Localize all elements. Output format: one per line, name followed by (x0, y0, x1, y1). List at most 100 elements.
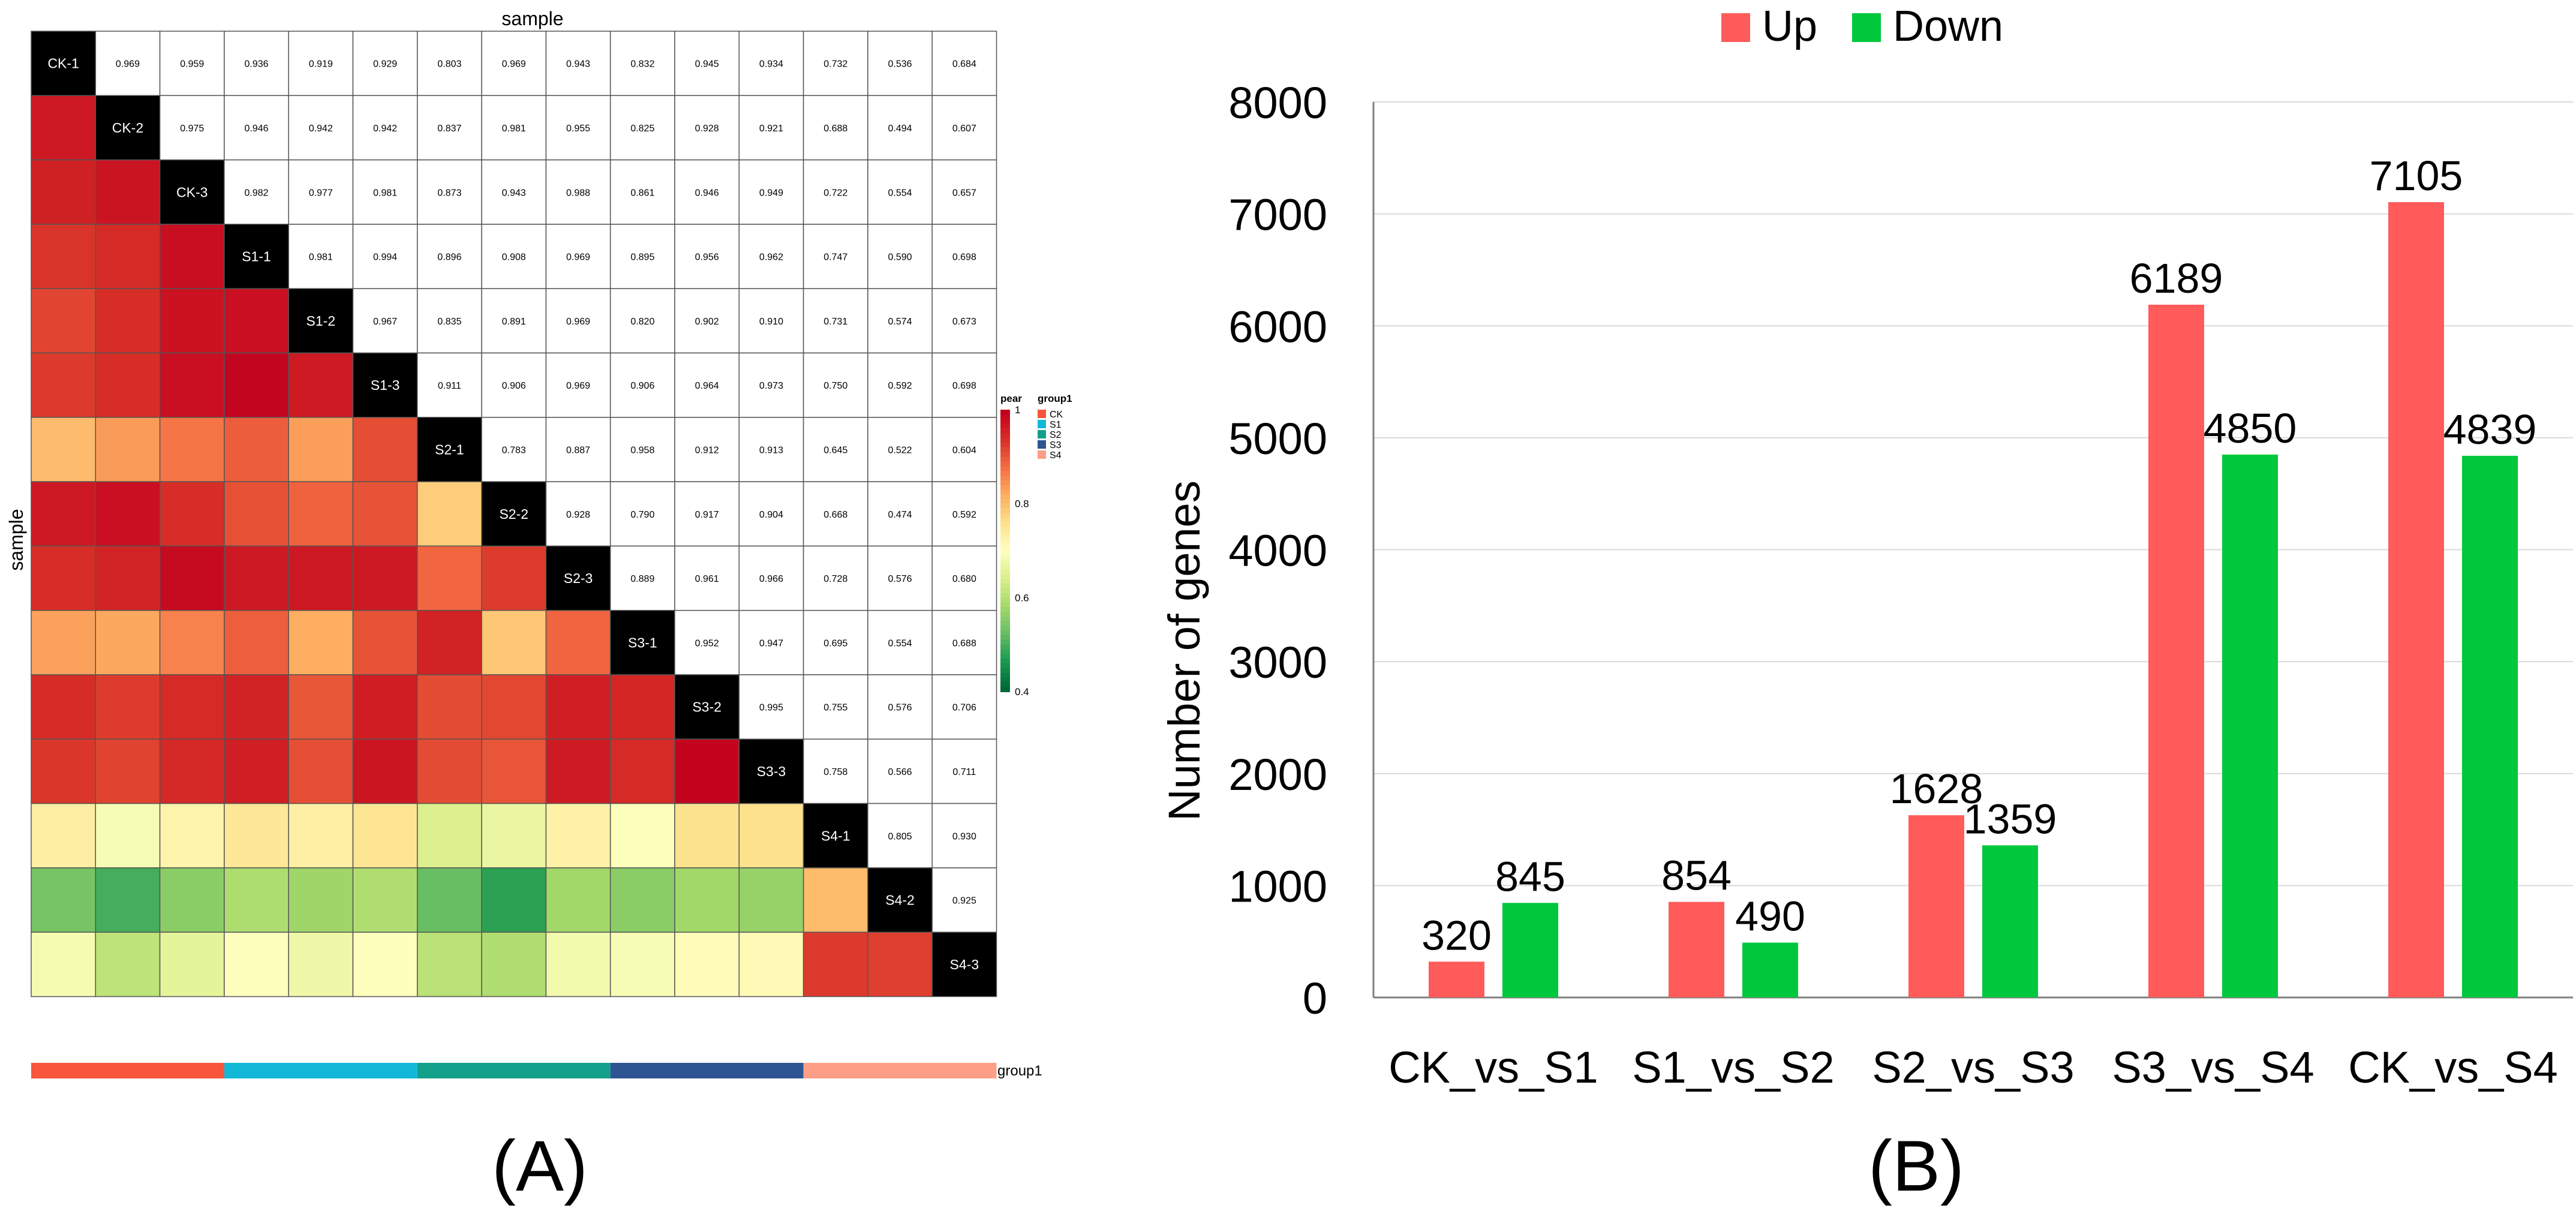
heatmap-value-label: 0.943 (502, 188, 526, 198)
bar-value-label: 6189 (2130, 255, 2223, 302)
heatmap-cell (417, 481, 482, 547)
heatmap-cell (931, 931, 997, 997)
heatmap-cell (288, 95, 354, 161)
heatmap-cell (417, 352, 482, 418)
heatmap-value-label: 0.955 (566, 124, 590, 134)
heatmap-cell (802, 545, 868, 611)
heatmap-value-label: 0.680 (952, 574, 976, 584)
heatmap-cell (738, 545, 804, 611)
heatmap-cell (224, 545, 289, 611)
heatmap-cell (609, 224, 675, 289)
heatmap-cell (738, 352, 804, 418)
heatmap-value-label: 0.946 (245, 124, 269, 134)
heatmap-diagonal-label: CK-1 (47, 56, 79, 71)
color-scale-step (1000, 480, 1010, 486)
heatmap-cell (738, 224, 804, 289)
heatmap-cell (931, 417, 997, 482)
x-tick-label: S3_vs_S4 (2112, 1042, 2314, 1092)
bar-gridlines (1372, 101, 2573, 999)
color-scale-tick: 0.6 (1015, 592, 1029, 603)
heatmap-cell (95, 224, 161, 289)
color-scale-step (1000, 677, 1010, 683)
heatmap-value-label: 0.673 (952, 317, 976, 327)
heatmap-cell (931, 738, 997, 804)
bar-y-axis-label: Number of genes (1159, 480, 1209, 821)
heatmap-cell (95, 674, 161, 740)
group-legend-swatch (1038, 420, 1046, 428)
heatmap-cell (867, 95, 933, 161)
heatmap-cell (867, 417, 933, 482)
heatmap-diagonal-label: CK-3 (176, 184, 208, 200)
heatmap-value-label: 0.913 (759, 445, 783, 455)
heatmap-value-label: 0.958 (630, 445, 654, 455)
heatmap-cell (545, 931, 611, 997)
heatmap-cell (159, 867, 225, 933)
color-scale-step (1000, 503, 1010, 509)
heatmap-value-label: 0.645 (823, 445, 847, 455)
heatmap-cell (481, 224, 547, 289)
heatmap-value-label: 0.946 (695, 188, 719, 198)
heatmap-cell (159, 224, 225, 289)
heatmap-cell (738, 417, 804, 482)
heatmap-value-label: 0.906 (502, 381, 526, 391)
heatmap-cell (738, 931, 804, 997)
group-bar-segment (224, 1063, 417, 1078)
heatmap-value-label: 0.962 (759, 253, 783, 263)
heatmap-grid: CK-1 0.969 0.959 0.936 0.919 0.929 0.803 0.969 0… (31, 31, 997, 997)
heatmap-cell (417, 867, 482, 933)
heatmap-value-label: 0.536 (888, 59, 912, 70)
heatmap-value-label: 0.969 (116, 59, 140, 70)
heatmap-value-label: 0.891 (502, 317, 526, 327)
y-tick-label: 3000 (1228, 638, 1327, 687)
heatmap-cell (95, 31, 161, 97)
heatmap-diagonal-label: S4-1 (821, 828, 850, 843)
heatmap-cell (545, 159, 611, 225)
heatmap-cell (95, 352, 161, 418)
heatmap-cell (545, 352, 611, 418)
bar-up (2388, 202, 2444, 997)
group-annotation-bar (31, 1063, 997, 1078)
heatmap-cell (417, 931, 482, 997)
heatmap-cell (802, 159, 868, 225)
bar-up (1669, 902, 1724, 997)
heatmap-value-label: 0.522 (888, 445, 912, 455)
heatmap-cell (481, 674, 547, 740)
heatmap-value-label: 0.908 (502, 253, 526, 263)
color-scale-step (1000, 522, 1010, 528)
color-scale-step (1000, 583, 1010, 589)
heatmap-cell (609, 481, 675, 547)
heatmap-value-label: 0.688 (952, 638, 976, 648)
bar-value-label: 1628 (1890, 765, 1983, 812)
heatmap-cell (31, 545, 97, 611)
color-scale-step (1000, 447, 1010, 453)
heatmap-value-label: 0.961 (695, 574, 719, 584)
heatmap-cell (224, 481, 289, 547)
heatmap-value-label: 0.917 (695, 510, 719, 520)
color-scale-step (1000, 513, 1010, 519)
heatmap-cell (802, 417, 868, 482)
heatmap-value-label: 0.981 (502, 124, 526, 134)
heatmap-value-label: 0.947 (759, 638, 783, 648)
heatmap-cell (352, 352, 418, 418)
heatmap-value-label: 0.574 (888, 317, 912, 327)
color-scale-step (1000, 527, 1010, 533)
bar-y-ticks: 0 1000 2000 3000 4000 5000 6000 7000 8000 (1228, 78, 1327, 1023)
heatmap-value-label: 0.969 (566, 381, 590, 391)
heatmap-value-label: 0.928 (695, 124, 719, 134)
heatmap-cell (802, 931, 868, 997)
y-tick-label: 1000 (1228, 861, 1327, 911)
heatmap-cell (738, 31, 804, 97)
heatmap-cell (931, 31, 997, 97)
heatmap-cell (738, 609, 804, 675)
color-scale-step (1000, 410, 1010, 415)
heatmap-cell (931, 95, 997, 161)
heatmap-value-label: 0.494 (888, 124, 912, 134)
heatmap-value-label: 0.604 (952, 445, 976, 455)
heatmap-cell (609, 738, 675, 804)
heatmap-cell (802, 867, 868, 933)
heatmap-cell (224, 738, 289, 804)
heatmap-cell (609, 803, 675, 869)
heatmap-value-label: 0.902 (695, 317, 719, 327)
